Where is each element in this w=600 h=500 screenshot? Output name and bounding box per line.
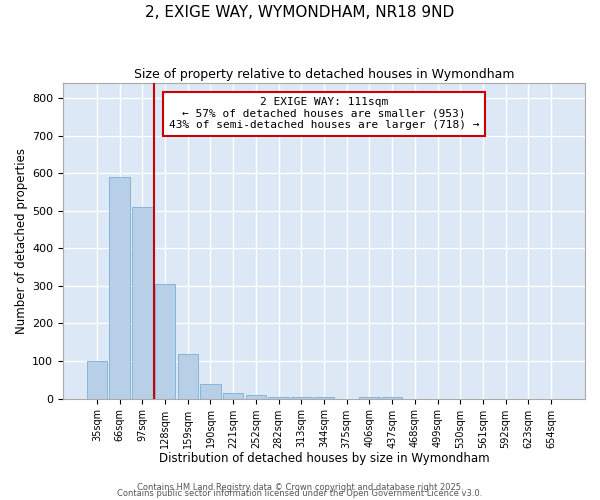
- Bar: [132, 207, 152, 398]
- Bar: [268, 396, 289, 398]
- Bar: [178, 354, 198, 399]
- Y-axis label: Number of detached properties: Number of detached properties: [15, 148, 28, 334]
- Bar: [109, 177, 130, 398]
- Bar: [200, 384, 221, 398]
- Text: Contains public sector information licensed under the Open Government Licence v3: Contains public sector information licen…: [118, 490, 482, 498]
- Text: 2, EXIGE WAY, WYMONDHAM, NR18 9ND: 2, EXIGE WAY, WYMONDHAM, NR18 9ND: [145, 5, 455, 20]
- Bar: [314, 396, 334, 398]
- Bar: [382, 396, 403, 398]
- Text: Contains HM Land Registry data © Crown copyright and database right 2025.: Contains HM Land Registry data © Crown c…: [137, 484, 463, 492]
- Bar: [87, 361, 107, 399]
- Title: Size of property relative to detached houses in Wymondham: Size of property relative to detached ho…: [134, 68, 514, 80]
- Bar: [155, 284, 175, 399]
- Bar: [291, 396, 311, 398]
- Bar: [359, 396, 380, 398]
- X-axis label: Distribution of detached houses by size in Wymondham: Distribution of detached houses by size …: [158, 452, 490, 465]
- Bar: [245, 395, 266, 398]
- Bar: [223, 393, 244, 398]
- Text: 2 EXIGE WAY: 111sqm
← 57% of detached houses are smaller (953)
43% of semi-detac: 2 EXIGE WAY: 111sqm ← 57% of detached ho…: [169, 98, 479, 130]
